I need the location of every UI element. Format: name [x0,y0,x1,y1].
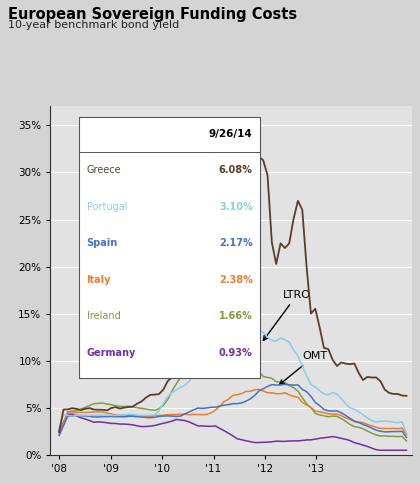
Text: Spain: Spain [87,238,118,248]
Text: Greece: Greece [87,165,121,175]
Text: 6.08%: 6.08% [219,165,253,175]
Text: 2.17%: 2.17% [219,238,253,248]
Text: 3.10%: 3.10% [219,202,253,212]
Bar [79,117,260,378]
Text: Germany: Germany [87,348,136,358]
Text: OMT: OMT [280,351,327,384]
Text: Portugal: Portugal [87,202,127,212]
Text: European Sovereign Funding Costs: European Sovereign Funding Costs [8,7,297,22]
Text: 9/26/14: 9/26/14 [209,129,253,139]
Text: 10-year benchmark bond yield: 10-year benchmark bond yield [8,20,180,30]
Text: 1.66%: 1.66% [219,311,253,321]
Text: 2.38%: 2.38% [219,275,253,285]
Text: LTRO: LTRO [263,290,311,340]
Text: Ireland: Ireland [87,311,120,321]
Text: 0.93%: 0.93% [219,348,253,358]
Text: Italy: Italy [87,275,111,285]
